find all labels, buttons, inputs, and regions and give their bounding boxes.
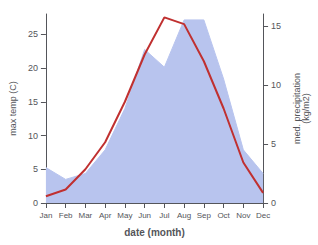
svg-text:Mar: Mar [79,211,93,220]
svg-text:date (month): date (month) [124,227,185,238]
svg-text:med. precipitation: med. precipitation [291,73,302,144]
svg-text:10: 10 [271,80,281,90]
svg-text:Jan: Jan [39,211,52,220]
svg-text:Jul: Jul [159,211,169,220]
svg-text:Dec: Dec [256,211,270,220]
svg-text:15: 15 [28,97,38,107]
svg-text:20: 20 [28,63,38,73]
svg-text:Nov: Nov [236,211,250,220]
svg-text:Feb: Feb [59,211,73,220]
svg-text:25: 25 [28,29,38,39]
svg-text:Oct: Oct [217,211,230,220]
svg-text:Apr: Apr [99,211,112,220]
svg-text:5: 5 [33,164,38,174]
svg-text:15: 15 [271,21,281,31]
svg-text:0: 0 [33,198,38,208]
svg-text:Sep: Sep [197,211,212,220]
svg-text:Aug: Aug [177,211,191,220]
svg-text:Jun: Jun [138,211,151,220]
svg-text:10: 10 [28,131,38,141]
svg-text:(kg/m2): (kg/m2) [301,93,311,124]
svg-text:5: 5 [271,139,276,149]
svg-text:max temp (C): max temp (C) [8,81,18,136]
svg-text:0: 0 [271,198,276,208]
svg-text:May: May [117,211,132,220]
